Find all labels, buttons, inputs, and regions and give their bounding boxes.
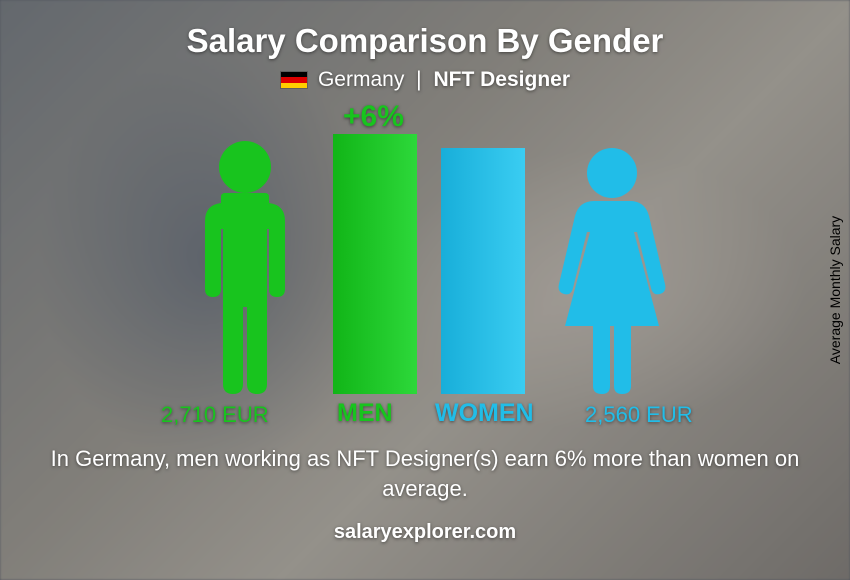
role-label: NFT Designer [433, 68, 570, 91]
women-gender-label: WOMEN [435, 399, 534, 428]
caption-text: In Germany, men working as NFT Designer(… [45, 444, 805, 503]
germany-flag-icon [280, 71, 308, 89]
separator: | [416, 68, 421, 91]
male-person-icon [185, 139, 305, 394]
country-label: Germany [318, 68, 404, 91]
side-axis-label: Average Monthly Salary [827, 216, 843, 364]
percent-difference-label: +6% [343, 100, 404, 134]
subtitle-row: Germany | NFT Designer [280, 68, 570, 92]
chart-area: +6% 2,710 EUR MEN WOMEN 2,560 EUR [65, 98, 785, 438]
women-salary-bar [441, 148, 525, 394]
infographic-container: Salary Comparison By Gender Germany | NF… [0, 0, 850, 580]
men-salary-value: 2,710 EUR [161, 402, 269, 428]
side-axis-label-wrap: Average Monthly Salary [820, 0, 850, 580]
subtitle-text: Germany | NFT Designer [318, 68, 570, 92]
page-title: Salary Comparison By Gender [187, 22, 664, 60]
men-gender-label: MEN [337, 399, 393, 428]
source-label: salaryexplorer.com [334, 521, 516, 544]
female-person-icon [547, 146, 677, 394]
women-salary-value: 2,560 EUR [585, 402, 693, 428]
men-salary-bar [333, 134, 417, 394]
